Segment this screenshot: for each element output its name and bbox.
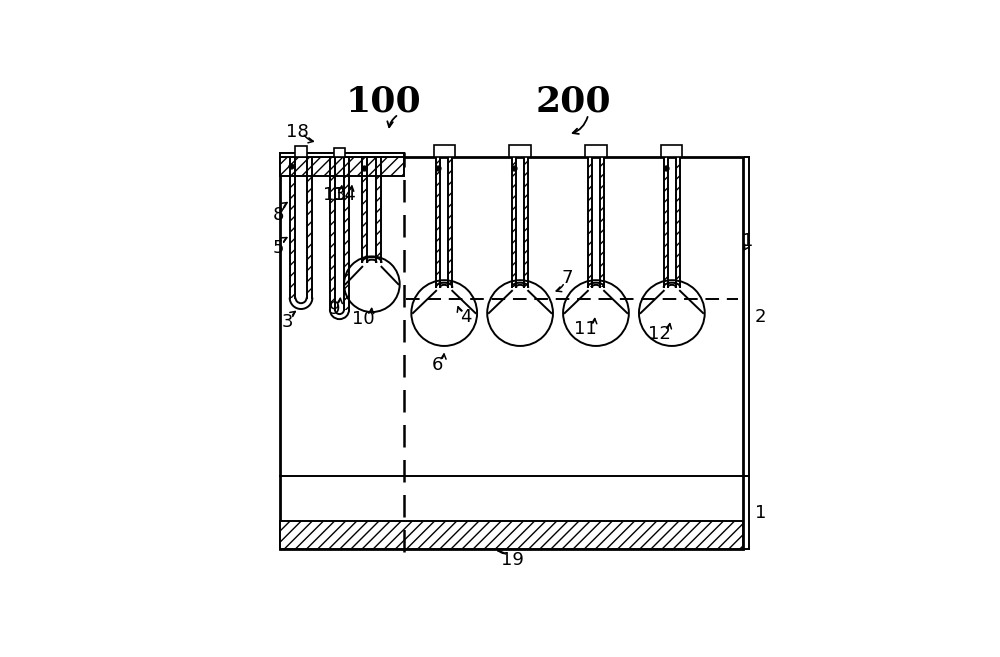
Bar <box>436 157 440 286</box>
Bar <box>280 157 404 177</box>
Text: 2: 2 <box>755 307 766 326</box>
FancyArrowPatch shape <box>556 284 563 292</box>
Text: 19: 19 <box>501 551 524 570</box>
Bar <box>280 522 743 549</box>
Bar <box>509 145 531 157</box>
FancyArrowPatch shape <box>339 186 344 191</box>
FancyArrowPatch shape <box>441 354 446 359</box>
Text: 1: 1 <box>742 232 753 250</box>
Bar <box>376 157 381 262</box>
Bar <box>661 145 682 157</box>
Text: 1: 1 <box>755 504 766 522</box>
Bar <box>434 145 455 157</box>
FancyArrowPatch shape <box>744 244 749 250</box>
Text: 11: 11 <box>574 320 597 338</box>
FancyArrowPatch shape <box>667 324 671 329</box>
Bar <box>676 157 680 286</box>
Text: 200: 200 <box>535 85 611 119</box>
Text: 9: 9 <box>329 300 340 318</box>
Text: 13: 13 <box>323 186 346 204</box>
FancyArrowPatch shape <box>387 116 396 127</box>
Bar <box>588 157 592 286</box>
FancyArrowPatch shape <box>349 186 354 191</box>
Text: 14: 14 <box>333 186 356 204</box>
Text: 7: 7 <box>561 269 573 286</box>
FancyArrowPatch shape <box>304 135 313 143</box>
FancyArrowPatch shape <box>457 307 462 312</box>
Bar <box>585 145 607 157</box>
Text: 3: 3 <box>282 313 293 330</box>
Bar <box>280 157 743 549</box>
FancyArrowPatch shape <box>498 549 505 554</box>
Bar <box>448 157 452 286</box>
FancyArrowPatch shape <box>369 308 374 313</box>
Bar <box>307 157 312 298</box>
FancyArrowPatch shape <box>592 319 597 324</box>
Bar <box>664 157 668 286</box>
Bar <box>334 148 345 157</box>
Bar <box>280 153 404 157</box>
Text: 12: 12 <box>648 325 671 344</box>
Text: 18: 18 <box>286 123 309 141</box>
Bar <box>295 146 307 157</box>
Text: 4: 4 <box>460 307 472 326</box>
FancyArrowPatch shape <box>290 311 295 317</box>
Bar <box>290 157 295 298</box>
Text: 8: 8 <box>273 206 284 225</box>
Bar <box>600 157 604 286</box>
Text: 100: 100 <box>346 85 421 119</box>
FancyArrowPatch shape <box>281 238 287 242</box>
Bar <box>362 157 367 262</box>
Bar <box>330 157 335 309</box>
Bar <box>524 157 528 286</box>
Text: 5: 5 <box>273 239 285 258</box>
Bar <box>344 157 349 309</box>
Bar <box>512 157 516 286</box>
Text: 6: 6 <box>432 355 443 374</box>
FancyArrowPatch shape <box>282 202 287 209</box>
FancyArrowPatch shape <box>337 298 342 304</box>
FancyArrowPatch shape <box>573 117 588 134</box>
Text: 10: 10 <box>352 310 375 328</box>
